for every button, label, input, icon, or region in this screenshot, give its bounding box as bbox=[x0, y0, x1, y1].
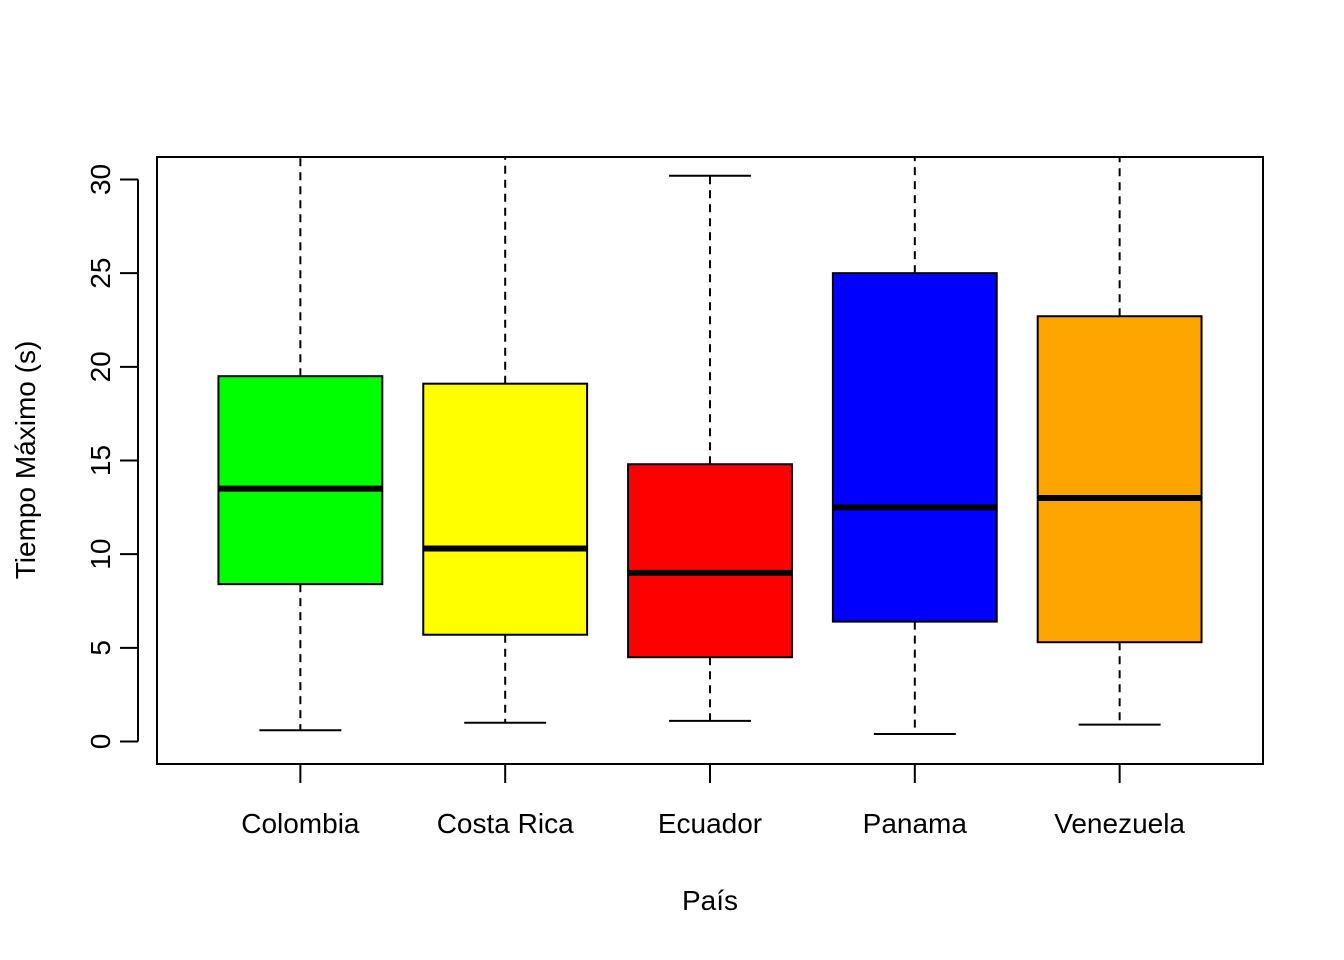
iqr-box-venezuela bbox=[1036, 315, 1203, 644]
y-tick-label-20: 20 bbox=[85, 351, 116, 382]
box-panama bbox=[831, 156, 998, 736]
y-tick-label-5: 5 bbox=[85, 640, 116, 656]
x-axis: Colombia Costa Rica Ecuador Panama Venezuela bbox=[241, 763, 1185, 839]
x-tick-label-panama: Panama bbox=[863, 808, 968, 839]
box-colombia bbox=[217, 156, 384, 732]
box-ecuador bbox=[627, 174, 793, 722]
y-tick-label-10: 10 bbox=[85, 539, 116, 570]
box-costa-rica bbox=[422, 156, 589, 724]
y-axis-title: Tiempo Máximo (s) bbox=[10, 341, 41, 580]
y-tick-label-15: 15 bbox=[85, 445, 116, 476]
box-venezuela bbox=[1036, 156, 1203, 726]
iqr-box-ecuador bbox=[627, 463, 793, 659]
x-tick-label-ecuador: Ecuador bbox=[658, 808, 762, 839]
y-tick-label-30: 30 bbox=[85, 164, 116, 195]
x-tick-label-venezuela: Venezuela bbox=[1054, 808, 1185, 839]
x-tick-label-colombia: Colombia bbox=[241, 808, 360, 839]
x-tick-label-costa-rica: Costa Rica bbox=[437, 808, 574, 839]
y-axis: 0 5 10 15 20 25 30 bbox=[85, 164, 139, 750]
boxes-layer bbox=[217, 156, 1203, 736]
iqr-box-panama bbox=[831, 272, 998, 623]
x-axis-title: País bbox=[682, 885, 738, 916]
iqr-box-colombia bbox=[217, 375, 384, 586]
iqr-box-costa-rica bbox=[422, 382, 589, 636]
y-tick-label-0: 0 bbox=[85, 734, 116, 750]
y-tick-label-25: 25 bbox=[85, 258, 116, 289]
